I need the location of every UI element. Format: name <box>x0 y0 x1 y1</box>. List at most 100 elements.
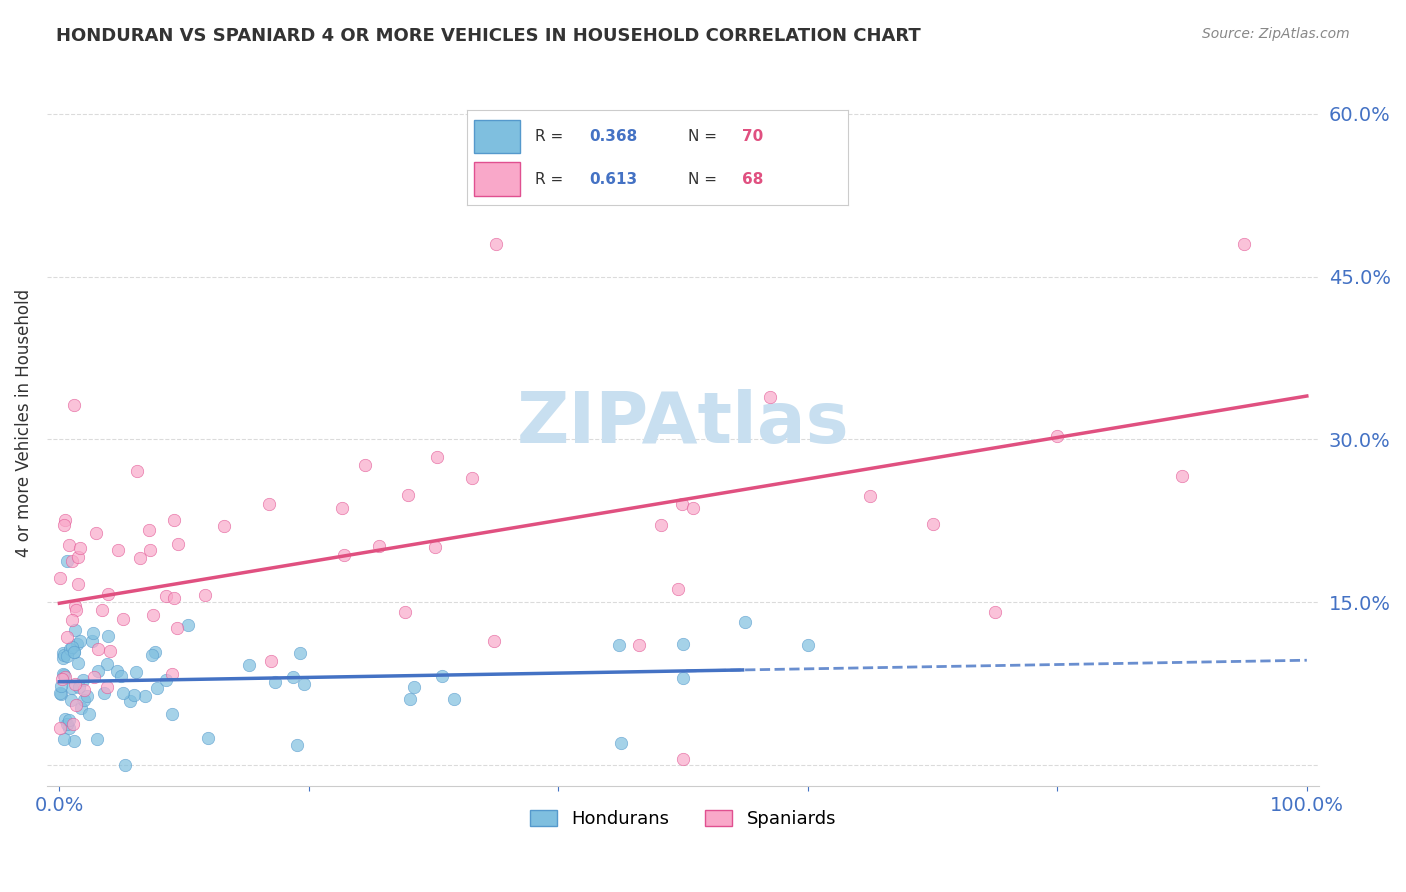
Point <box>66 577 89 591</box>
Point <box>671 497 693 511</box>
Point <box>114 757 136 772</box>
Point <box>52 648 75 662</box>
Point <box>53 712 76 726</box>
Point <box>63 623 86 637</box>
Point <box>166 621 188 635</box>
Point <box>62 716 84 731</box>
Y-axis label: 4 or more Vehicles in Household: 4 or more Vehicles in Household <box>15 289 32 558</box>
Point <box>124 665 146 679</box>
Point <box>63 645 86 659</box>
Point <box>797 638 820 652</box>
Point <box>96 680 118 694</box>
Point <box>609 161 631 175</box>
Point <box>53 518 76 533</box>
Point <box>166 536 188 550</box>
Point <box>52 651 75 665</box>
Point <box>672 637 695 651</box>
Point <box>160 666 183 681</box>
Point <box>138 523 160 537</box>
Point <box>333 548 356 562</box>
Point <box>292 677 315 691</box>
Point <box>49 571 72 585</box>
Point <box>52 646 75 660</box>
Point <box>87 664 110 678</box>
Point <box>55 670 77 684</box>
Point <box>60 640 83 654</box>
Point <box>367 539 389 553</box>
Point <box>98 644 121 658</box>
Point <box>627 638 650 652</box>
Point <box>666 582 689 596</box>
Point <box>163 513 186 527</box>
Point <box>69 634 91 648</box>
Point <box>59 642 82 657</box>
Point <box>63 645 86 659</box>
Point <box>260 654 283 668</box>
Point <box>58 538 80 552</box>
Point <box>650 517 672 532</box>
Point <box>87 641 110 656</box>
Point <box>67 549 90 564</box>
Point <box>162 706 184 721</box>
Point <box>288 646 311 660</box>
Point <box>63 734 86 748</box>
Point <box>399 692 422 706</box>
Point <box>53 731 76 746</box>
Point <box>49 679 72 693</box>
Point <box>194 588 217 602</box>
Point <box>128 551 150 566</box>
Legend: Hondurans, Spaniards: Hondurans, Spaniards <box>523 803 844 836</box>
Point <box>66 637 89 651</box>
Point <box>396 488 419 502</box>
Point <box>72 673 94 687</box>
Point <box>177 618 200 632</box>
Point <box>93 686 115 700</box>
Point <box>607 638 630 652</box>
Point <box>134 690 156 704</box>
Text: ZIPAtlas: ZIPAtlas <box>517 389 849 458</box>
Point <box>214 519 236 533</box>
Point <box>55 649 77 664</box>
Point <box>425 540 447 554</box>
Point <box>984 605 1007 619</box>
Point <box>65 698 87 712</box>
Point <box>859 489 882 503</box>
Point <box>682 500 704 515</box>
Point <box>432 669 454 683</box>
Point <box>96 657 118 672</box>
Point <box>110 668 132 682</box>
Point <box>66 657 89 671</box>
Text: HONDURAN VS SPANIARD 4 OR MORE VEHICLES IN HOUSEHOLD CORRELATION CHART: HONDURAN VS SPANIARD 4 OR MORE VEHICLES … <box>56 27 921 45</box>
Point <box>281 670 304 684</box>
Point <box>1171 468 1194 483</box>
Point <box>49 722 72 736</box>
Point <box>84 525 107 540</box>
Point <box>330 500 353 515</box>
Point <box>118 694 141 708</box>
Point <box>83 670 105 684</box>
Point <box>1233 237 1256 252</box>
Point <box>52 666 75 681</box>
Point <box>197 731 219 746</box>
Point <box>51 672 73 686</box>
Point <box>73 682 96 697</box>
Point <box>155 589 177 603</box>
Point <box>52 668 75 682</box>
Point <box>111 612 134 626</box>
Point <box>122 688 145 702</box>
Point <box>672 752 695 766</box>
Point <box>672 671 695 685</box>
Point <box>139 543 162 558</box>
Point <box>55 553 77 567</box>
Point <box>77 706 100 721</box>
Point <box>97 587 120 601</box>
Point <box>921 517 943 532</box>
Point <box>97 629 120 643</box>
Point <box>60 613 83 627</box>
Point <box>734 615 756 629</box>
Point <box>145 681 167 695</box>
Point <box>80 634 103 648</box>
Point <box>49 686 72 700</box>
Point <box>69 541 91 556</box>
Point <box>90 602 112 616</box>
